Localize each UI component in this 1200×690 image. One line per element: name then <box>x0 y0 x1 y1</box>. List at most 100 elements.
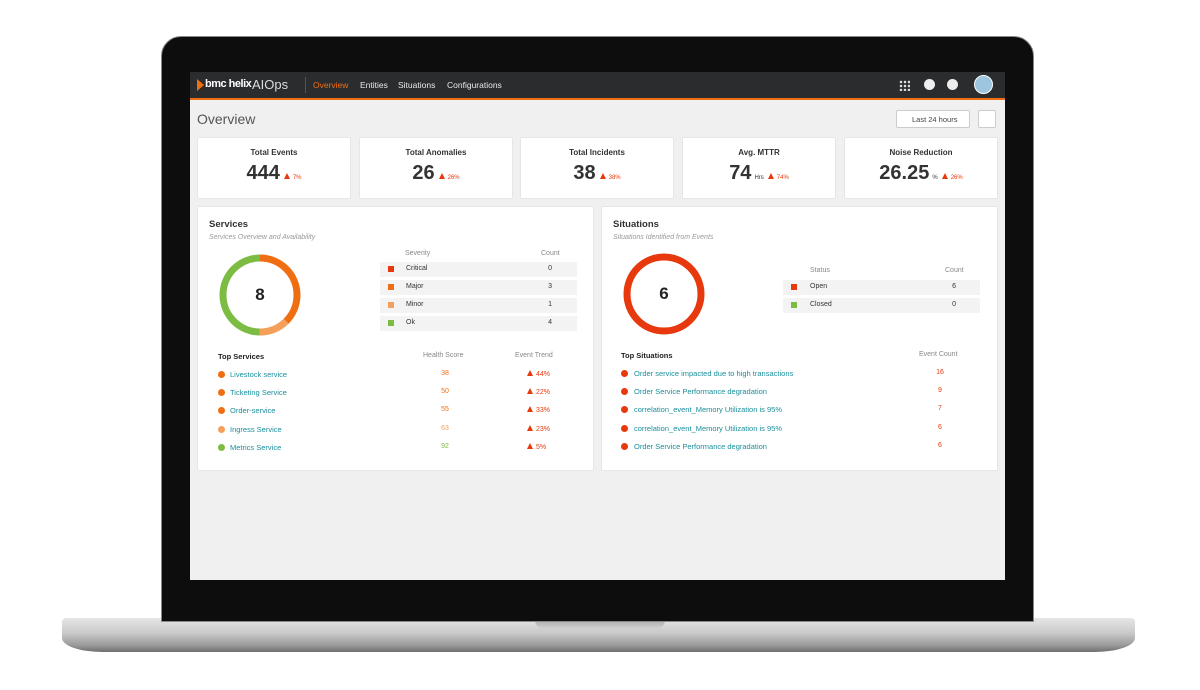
event-count: 6 <box>938 441 942 449</box>
up-arrow <box>599 173 606 179</box>
help-icon[interactable] <box>947 79 958 90</box>
row-label: Major <box>406 283 424 290</box>
nav-separator <box>305 77 306 93</box>
kpi-card: Avg. MTTR 74 Hrs 74% <box>683 138 835 198</box>
up-arrow <box>941 173 948 179</box>
laptop-notch <box>535 620 665 629</box>
avatar[interactable] <box>974 75 993 94</box>
alert-icon <box>621 424 628 432</box>
situation-link[interactable]: Order service impacted due to high trans… <box>634 369 794 378</box>
event-trend: 33% <box>527 406 550 414</box>
status-icon <box>218 407 225 415</box>
row-count: 0 <box>548 265 552 272</box>
table-row <box>783 298 980 313</box>
service-link[interactable]: Livestock service <box>230 370 288 379</box>
panel-subtitle: Situations Identified from Events <box>613 234 714 241</box>
kpi-value-row: 38 38% <box>521 162 673 185</box>
up-arrow <box>527 424 533 431</box>
up-arrow <box>438 173 445 179</box>
health-score: 63 <box>441 424 449 432</box>
situation-link[interactable]: Order Service Performance degradation <box>634 441 767 451</box>
kpi-change: 74% <box>767 173 789 181</box>
nav-bar <box>190 72 1005 100</box>
health-score: 38 <box>441 370 449 377</box>
alert-icon <box>621 370 628 377</box>
kpi-value-row: 26.25% 26% <box>845 162 997 185</box>
kpi-unit: % <box>932 175 938 181</box>
kpi-card: Total Incidents 38 38% <box>521 138 673 198</box>
nav-item[interactable]: Situations <box>398 80 436 90</box>
product: AIOps <box>252 77 289 92</box>
event-trend: 22% <box>527 388 550 396</box>
kpi-label: Total Events <box>250 148 298 157</box>
service-link[interactable]: Ticketing Service <box>230 388 287 398</box>
kpi-card: Noise Reduction 26.25% 26% <box>845 138 997 198</box>
legend-swatch <box>791 284 797 290</box>
kpi-value: 26.25 <box>879 162 930 184</box>
kpi-value: 74 <box>729 162 752 184</box>
alert-icon <box>621 388 628 396</box>
row-label: Closed <box>810 301 832 308</box>
table-row <box>380 280 577 295</box>
kpi-change: 7% <box>283 173 302 181</box>
kpi-label: Total Anomalies <box>405 148 467 157</box>
kpi-unit: Hrs <box>754 175 764 181</box>
nav-item[interactable]: Overview <box>313 80 349 90</box>
donut-total: 6 <box>659 284 669 303</box>
legend-swatch <box>388 266 394 272</box>
column-header: Event Trend <box>515 352 553 359</box>
kpi-change: 38% <box>599 173 621 181</box>
service-link[interactable]: Ingress Service <box>230 424 282 434</box>
apps-icon[interactable] <box>899 80 910 91</box>
up-arrow <box>527 406 533 413</box>
row-count: 1 <box>548 301 552 308</box>
column-header: Health Score <box>423 352 464 359</box>
kpi-value: 38 <box>573 162 596 184</box>
kpi-change: 26% <box>438 173 460 181</box>
service-link[interactable]: Order-service <box>230 406 276 416</box>
event-trend: 44% <box>527 370 550 378</box>
up-arrow <box>527 370 533 376</box>
table-header: Count <box>541 250 560 257</box>
kpi-value-row: 444 7% <box>198 162 350 185</box>
service-link[interactable]: Metrics Service <box>230 442 282 452</box>
tools-icon[interactable] <box>924 79 935 90</box>
table-row <box>380 298 577 313</box>
health-score: 50 <box>441 388 449 396</box>
row-count: 3 <box>548 283 552 290</box>
time-range: Last 24 hours <box>912 115 958 124</box>
up-arrow <box>527 442 533 449</box>
legend-swatch <box>791 302 797 308</box>
status-icon <box>218 389 225 397</box>
nav-item[interactable]: Configurations <box>447 80 502 90</box>
refresh-button[interactable] <box>978 110 996 128</box>
row-label: Open <box>810 283 828 290</box>
event-count: 7 <box>938 405 942 413</box>
situation-link[interactable]: Order Service Performance degradation <box>634 387 767 397</box>
up-arrow <box>767 173 774 179</box>
kpi-label: Avg. MTTR <box>738 148 780 157</box>
row-count: 6 <box>952 283 956 290</box>
time-range-button[interactable]: Last 24 hours <box>896 110 970 128</box>
kpi-card: Total Events 444 7% <box>198 138 350 198</box>
nav-item[interactable]: Entities <box>360 80 388 90</box>
kpi-change: 26% <box>941 173 963 181</box>
kpi-value-row: 74 Hrs 74% <box>683 162 835 185</box>
situation-link[interactable]: correlation_event_Memory Utilization is … <box>634 405 782 415</box>
donut <box>623 253 705 335</box>
up-arrow <box>283 173 290 179</box>
brand: bmc helix <box>205 78 252 90</box>
panel-title: Situations <box>613 219 659 230</box>
row-label: Minor <box>406 301 424 308</box>
legend-swatch <box>388 284 394 290</box>
legend-swatch <box>388 320 394 326</box>
row-label: Ok <box>406 319 415 326</box>
kpi-value: 444 <box>246 162 280 184</box>
situation-link[interactable]: correlation_event_Memory Utilization is … <box>634 423 782 433</box>
row-count: 0 <box>952 301 956 308</box>
up-arrow <box>527 388 533 395</box>
brand-mark <box>197 79 204 91</box>
kpi-label: Total Incidents <box>569 148 625 157</box>
status-icon <box>218 371 225 378</box>
